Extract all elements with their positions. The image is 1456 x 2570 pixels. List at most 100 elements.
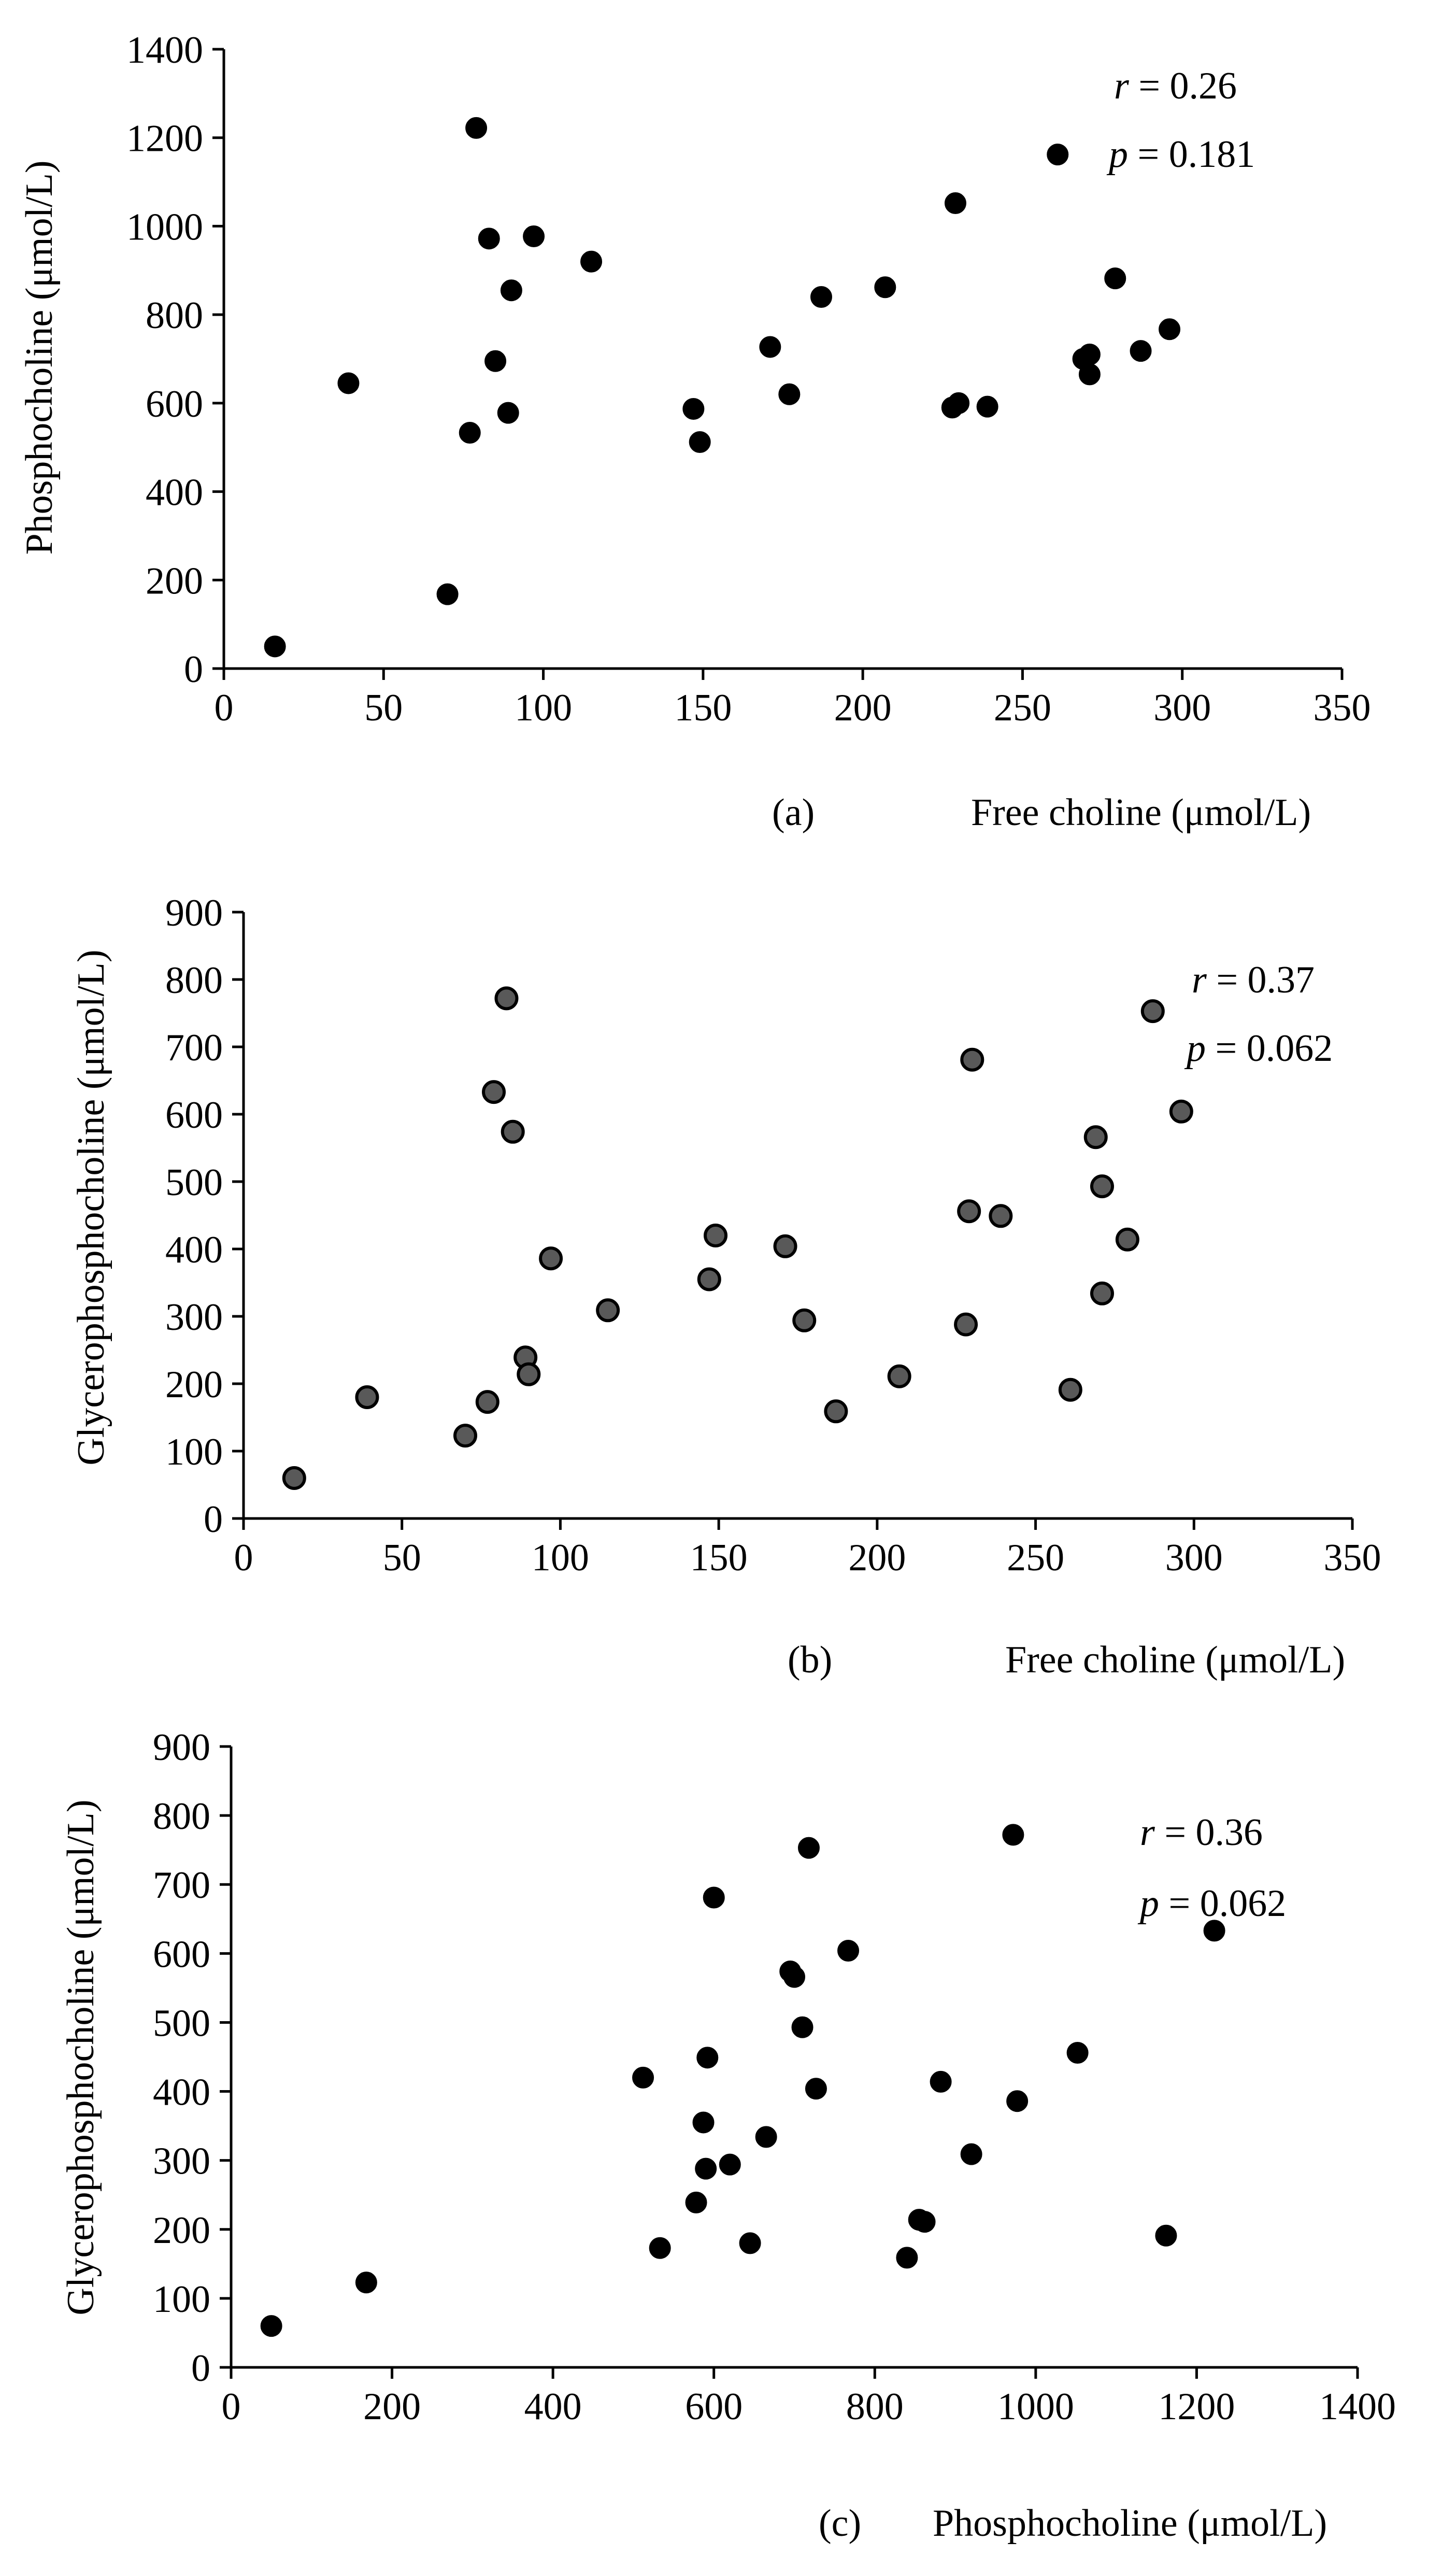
panel-c-point — [685, 2191, 707, 2213]
panel-a-r-symbol: r — [1114, 65, 1130, 107]
panel-c-p-value: = 0.062 — [1159, 1882, 1286, 1925]
panel-c-point — [649, 2237, 671, 2259]
panel-a-point — [436, 583, 459, 605]
panel-c-ytick-label: 500 — [153, 2002, 210, 2044]
panel-a-xticks: 0 50 100 150 200 250 300 350 — [215, 669, 1371, 729]
panel-b-ytick-label: 100 — [165, 1431, 223, 1473]
panel-a-r-value: = 0.26 — [1129, 65, 1237, 107]
panel-b-point — [355, 1385, 379, 1409]
panel-b-ytick-label: 0 — [204, 1498, 223, 1541]
panel-c-point — [696, 2047, 719, 2069]
panel-a-ytick-label: 1400 — [126, 29, 203, 72]
panel-c-point — [1006, 2090, 1029, 2112]
panel-b-point — [954, 1312, 978, 1337]
panel-b-ytick-label: 600 — [165, 1094, 223, 1137]
panel-b-xlabel: Free choline (μmol/L) — [1005, 1639, 1345, 1681]
panel-a-ytick-label: 1000 — [126, 206, 203, 248]
panel-b-xtick-label: 100 — [532, 1537, 589, 1579]
panel-b-point — [596, 1298, 620, 1323]
panel-a-point — [948, 392, 970, 414]
panel-c-r-symbol: r — [1140, 1811, 1155, 1854]
panel-a-point — [337, 372, 360, 394]
panel-a-xtick-label: 50 — [364, 687, 403, 729]
panel-c-xtick-label: 1000 — [997, 2386, 1074, 2428]
panel-b-point — [494, 986, 519, 1011]
panel-a-xtick-label: 250 — [994, 687, 1051, 729]
panel-a-point — [1104, 267, 1126, 290]
panel-c-point — [632, 2066, 654, 2089]
panel-a-yticks: 0 200 400 600 800 1000 1200 1400 — [126, 29, 224, 691]
panel-c-ytick-label: 100 — [153, 2278, 210, 2321]
panel-c-ytick-label: 300 — [153, 2140, 210, 2183]
panel-a-ytick-label: 0 — [184, 648, 203, 691]
panel-b-r-symbol: r — [1192, 959, 1207, 1001]
panel-c-xtick-label: 600 — [685, 2386, 743, 2428]
panel-c-xlabel: Phosphocholine (μmol/L) — [933, 2502, 1327, 2545]
panel-a-point — [459, 422, 481, 444]
panel-b-p-symbol: p — [1184, 1027, 1206, 1070]
panel-c-ylabel: Glycerophosphocholine (μmol/L) — [60, 1799, 102, 2315]
panel-b-point — [1090, 1281, 1114, 1305]
panel-c-point — [695, 2157, 717, 2180]
panel-b-stat-r: r = 0.37 — [1192, 959, 1315, 1001]
panel-b-point — [1169, 1099, 1193, 1124]
panel-a-xtick-label: 0 — [215, 687, 234, 729]
panel-b-ytick-label: 300 — [165, 1296, 223, 1339]
panel-b-xtick-label: 0 — [234, 1537, 253, 1579]
panel-a-point — [1159, 318, 1181, 340]
panel-b-xtick-label: 50 — [383, 1537, 421, 1579]
panel-b-point — [704, 1224, 728, 1247]
panel-b-ytick-label: 500 — [165, 1161, 223, 1204]
panel-b-xticks: 0 50 100 150 200 250 300 350 — [234, 1518, 1381, 1579]
panel-c-point — [791, 2016, 813, 2038]
panel-b-point — [482, 1080, 506, 1104]
panel-a-stat-p: p = 0.181 — [1106, 133, 1255, 176]
panel-c-xtick-label: 200 — [363, 2386, 421, 2428]
panel-b-xtick-label: 150 — [690, 1537, 748, 1579]
panel-c-point — [755, 2126, 777, 2148]
panel-c-xtick-label: 1400 — [1319, 2386, 1396, 2428]
panel-a-point — [944, 192, 966, 215]
panel-a-xtick-label: 350 — [1314, 687, 1371, 729]
panel-b-point — [539, 1246, 563, 1271]
panel-a-point — [1047, 144, 1069, 166]
panel-a-point — [465, 117, 488, 139]
panel-c-ytick-label: 800 — [153, 1795, 210, 1838]
panel-c-point — [739, 2232, 761, 2254]
panel-a-point — [976, 395, 998, 418]
panel-c-point — [1002, 1824, 1024, 1846]
panel-a-xtick-label: 150 — [674, 687, 732, 729]
panel-b-point — [960, 1047, 984, 1072]
panel-b-r-value: = 0.37 — [1207, 959, 1315, 1001]
panel-b-point — [501, 1119, 525, 1144]
panel-c-points — [260, 1824, 1225, 2337]
panel-b-stat-p: p = 0.062 — [1184, 1027, 1333, 1070]
panel-b-point — [989, 1204, 1013, 1228]
panel-c-p-symbol: p — [1137, 1882, 1159, 1925]
panel-c-point — [896, 2247, 918, 2269]
panel-b-ytick-label: 200 — [165, 1364, 223, 1406]
panel-b-points — [282, 986, 1193, 1490]
panel-a-point — [497, 402, 519, 424]
panel-a-ylabel: Phosphocholine (μmol/L) — [18, 160, 61, 555]
panel-b-point — [824, 1399, 848, 1424]
panel-a-xtick-label: 100 — [515, 687, 572, 729]
panel-a-ytick-label: 1200 — [126, 118, 203, 160]
panel-b-point — [453, 1424, 477, 1448]
panel-c-point — [783, 1966, 805, 1988]
panel-b-point — [697, 1267, 721, 1291]
panel-a-xtick-label: 200 — [834, 687, 892, 729]
panel-a-point — [478, 228, 500, 250]
panel-a-point — [1078, 363, 1101, 386]
panel-b: 0 50 100 150 200 250 300 350 0 100 200 300 400 500 60… — [70, 892, 1381, 1681]
panel-b-xtick-label: 200 — [848, 1537, 906, 1579]
panel-a-label: (a) — [772, 791, 815, 834]
panel-a-point — [689, 431, 711, 453]
panel-a-p-value: = 0.181 — [1128, 133, 1255, 176]
panel-c-ytick-label: 600 — [153, 1933, 210, 1976]
panel-b-ytick-label: 800 — [165, 959, 223, 1002]
panel-b-point — [887, 1364, 911, 1388]
panel-c-ytick-label: 0 — [191, 2347, 210, 2390]
panel-c-point — [260, 2315, 282, 2337]
